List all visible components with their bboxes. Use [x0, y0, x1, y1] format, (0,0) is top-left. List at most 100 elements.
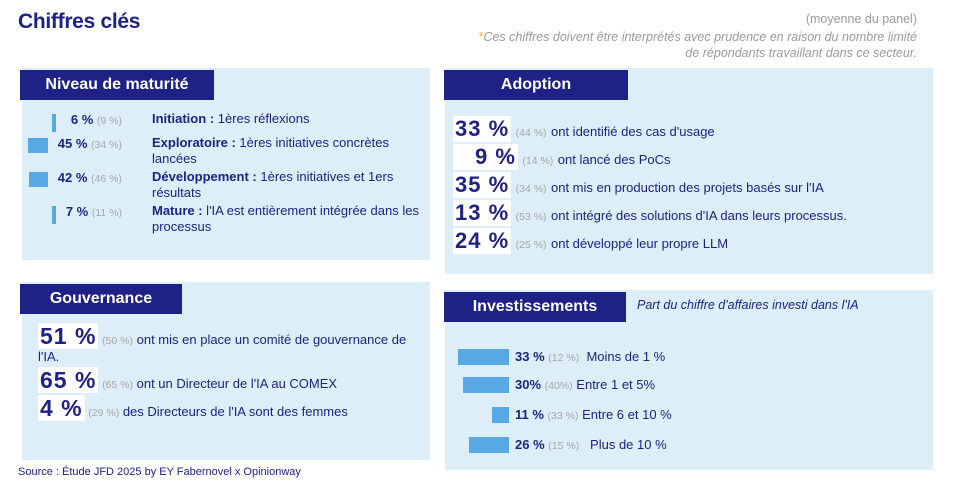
adoption-row: 35 % (34 %) ont mis en production des pr…	[453, 172, 824, 198]
adoption-value: 13 %	[453, 200, 512, 226]
maturity-text: 1ères initiatives et 1ers résultats	[152, 169, 394, 200]
adoption-value: 9 %	[453, 144, 518, 170]
governance-card: Gouvernance 51 % (50 %) ont mis en place…	[20, 282, 430, 460]
investment-label: 30% (40%) Entre 1 et 5%	[515, 377, 655, 392]
maturity-label: Mature :	[152, 203, 203, 218]
investment-bar	[468, 437, 509, 453]
investment-row: 26 % (15 %) Plus de 10 %	[445, 434, 933, 456]
governance-text: ont un Directeur de l'IA au COMEX	[136, 376, 338, 391]
investment-row: 33 % (12 %) Moins de 1 %	[445, 346, 933, 368]
maturity-text: 1ères réflexions	[214, 111, 310, 126]
maturity-description: Développement : 1ères initiatives et 1er…	[152, 169, 428, 201]
adoption-text: ont intégré des solutions d'IA dans leur…	[551, 208, 847, 223]
adoption-previous: (44 %)	[515, 127, 547, 139]
investment-previous: (15 %)	[548, 440, 580, 452]
adoption-card: Adoption 33 % (44 %) ont identifié des c…	[444, 68, 933, 274]
maturity-value: 6 %	[70, 112, 94, 127]
source-note: Source : Étude JFD 2025 by EY Fabernovel…	[18, 466, 301, 478]
investment-text: Entre 1 et 5%	[576, 377, 656, 392]
panel-average-note: (moyenne du panel)	[805, 12, 917, 26]
governance-previous: (65 %)	[102, 379, 133, 391]
adoption-previous: (34 %)	[515, 183, 547, 195]
maturity-row: 6 % (9 %) Initiation : 1ères réflexions	[22, 110, 432, 144]
adoption-previous: (14 %)	[522, 155, 554, 167]
maturity-value: 7 %	[65, 204, 89, 219]
maturity-row: 45 % (34 %) Exploratoire : 1ères initiat…	[22, 134, 432, 168]
governance-previous: (50 %)	[102, 335, 133, 347]
maturity-bar	[52, 206, 56, 224]
maturity-percent: 6 % (9 %)	[71, 112, 122, 127]
caveat-note: *Ces chiffres doivent être interprétés a…	[477, 29, 917, 61]
adoption-row: 9 % (14 %) ont lancé des PoCs	[453, 144, 671, 170]
adoption-text: ont mis en production des projets basés …	[551, 180, 824, 195]
governance-row: 65 % (65 %) ont un Directeur de l'IA au …	[38, 367, 428, 393]
maturity-label: Exploratoire :	[152, 135, 236, 150]
investment-row: 11 % (33 %) Entre 6 et 10 %	[445, 404, 933, 426]
governance-text: ont mis en place un comité de gouvernanc…	[38, 332, 407, 364]
maturity-description: Mature : l'IA est entièrement intégrée d…	[152, 203, 428, 235]
maturity-heading: Niveau de maturité	[20, 70, 214, 100]
maturity-description: Exploratoire : 1ères initiatives concrèt…	[152, 135, 428, 167]
investment-bar	[491, 407, 509, 423]
adoption-row: 33 % (44 %) ont identifié des cas d'usag…	[453, 116, 715, 142]
investment-previous: (12 %)	[548, 352, 580, 364]
investment-value: 26 %	[515, 437, 545, 452]
investment-label: 33 % (12 %) Moins de 1 %	[515, 349, 665, 364]
investment-card: Investissements Part du chiffre d'affair…	[444, 290, 933, 470]
maturity-row: 42 % (46 %) Développement : 1ères initia…	[22, 168, 432, 202]
caveat-text: Ces chiffres doivent être interprétés av…	[483, 30, 917, 60]
investment-text: Entre 6 et 10 %	[582, 407, 672, 422]
investment-bar	[457, 349, 509, 365]
maturity-value: 45 %	[57, 136, 88, 151]
investment-label: 11 % (33 %) Entre 6 et 10 %	[515, 407, 672, 422]
governance-heading: Gouvernance	[20, 284, 182, 314]
maturity-bar	[52, 114, 56, 132]
maturity-previous: (34 %)	[91, 139, 122, 151]
maturity-previous: (9 %)	[96, 115, 122, 127]
maturity-previous: (46 %)	[91, 173, 122, 185]
adoption-text: ont développé leur propre LLM	[551, 236, 729, 251]
investment-text: Moins de 1 %	[586, 349, 666, 364]
adoption-row: 13 % (53 %) ont intégré des solutions d'…	[453, 200, 847, 226]
governance-previous: (29 %)	[88, 407, 120, 419]
adoption-row: 24 % (25 %) ont développé leur propre LL…	[453, 228, 728, 254]
maturity-percent: 7 % (11 %)	[66, 204, 122, 219]
investment-subtitle: Part du chiffre d'affaires investi dans …	[637, 298, 859, 312]
investment-label: 26 % (15 %) Plus de 10 %	[515, 437, 667, 452]
investment-heading: Investissements	[444, 292, 626, 322]
investment-previous: (40%)	[544, 380, 573, 392]
adoption-previous: (25 %)	[515, 239, 547, 251]
adoption-previous: (53 %)	[515, 211, 547, 223]
investment-row: 30% (40%) Entre 1 et 5%	[445, 374, 933, 396]
investment-value: 11 %	[515, 407, 544, 422]
governance-text: des Directeurs de l'IA sont des femmes	[122, 404, 348, 419]
maturity-label: Développement :	[152, 169, 257, 184]
investment-text: Plus de 10 %	[590, 437, 667, 452]
caveat-star: *	[478, 30, 484, 44]
maturity-card: Niveau de maturité 6 % (9 %) Initiation …	[20, 68, 432, 260]
maturity-percent: 45 % (34 %)	[58, 136, 122, 151]
maturity-value: 42 %	[57, 170, 88, 185]
governance-value: 65 %	[38, 367, 99, 393]
maturity-row: 7 % (11 %) Mature : l'IA est entièrement…	[22, 202, 432, 236]
maturity-percent: 42 % (46 %)	[58, 170, 122, 185]
investment-value: 30%	[515, 377, 542, 392]
adoption-value: 24 %	[453, 228, 512, 254]
page-title: Chiffres clés	[18, 10, 141, 33]
maturity-bar	[27, 138, 48, 153]
governance-value: 4 %	[38, 395, 85, 421]
maturity-previous: (11 %)	[91, 207, 122, 219]
adoption-text: ont lancé des PoCs	[557, 152, 671, 167]
maturity-label: Initiation :	[152, 111, 215, 126]
maturity-description: Initiation : 1ères réflexions	[152, 111, 428, 127]
adoption-text: ont identifié des cas d'usage	[551, 124, 715, 139]
adoption-heading: Adoption	[444, 70, 628, 100]
governance-row: 51 % (50 %) ont mis en place un comité d…	[38, 323, 428, 365]
investment-previous: (33 %)	[547, 410, 579, 422]
investment-bar	[462, 377, 509, 393]
investment-value: 33 %	[515, 349, 545, 364]
governance-value: 51 %	[38, 323, 99, 349]
maturity-bar	[29, 172, 48, 187]
governance-row: 4 % (29 %) des Directeurs de l'IA sont d…	[38, 395, 428, 421]
adoption-value: 33 %	[453, 116, 512, 142]
